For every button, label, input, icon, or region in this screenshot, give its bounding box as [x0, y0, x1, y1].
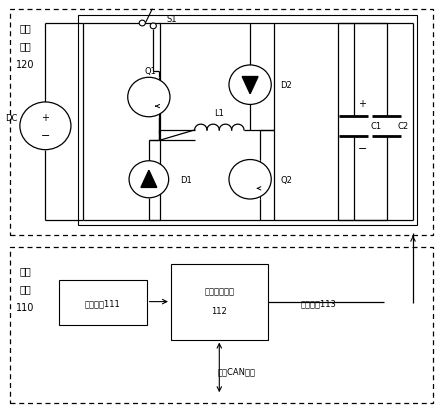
- Text: Q2: Q2: [280, 176, 292, 184]
- Text: +: +: [358, 99, 366, 109]
- Bar: [10, 247, 433, 404]
- Circle shape: [150, 24, 156, 30]
- Text: −: −: [41, 131, 50, 140]
- Text: 110: 110: [16, 302, 35, 312]
- Text: D1: D1: [180, 176, 191, 184]
- Text: −: −: [358, 144, 367, 154]
- Polygon shape: [242, 77, 258, 95]
- Circle shape: [139, 21, 145, 27]
- Text: Q1: Q1: [144, 66, 156, 76]
- Circle shape: [229, 66, 271, 105]
- Text: C2: C2: [397, 122, 409, 131]
- Text: +: +: [41, 112, 50, 123]
- Text: 120: 120: [16, 60, 35, 70]
- Circle shape: [129, 161, 169, 198]
- Text: DC: DC: [5, 114, 18, 123]
- Circle shape: [229, 160, 271, 199]
- Bar: [10, 9, 433, 235]
- Bar: [171, 264, 268, 340]
- Text: 外部CAN通信: 外部CAN通信: [218, 366, 256, 375]
- Text: 模块: 模块: [20, 284, 31, 294]
- Text: 模块: 模块: [20, 42, 31, 52]
- Bar: [58, 280, 147, 325]
- Text: L1: L1: [214, 109, 224, 118]
- Text: 功率: 功率: [20, 23, 31, 33]
- Text: C1: C1: [370, 122, 381, 131]
- Text: 采样电路111: 采样电路111: [85, 299, 120, 307]
- Polygon shape: [141, 171, 157, 188]
- Bar: [78, 16, 417, 225]
- Text: 数字控制芯片: 数字控制芯片: [204, 287, 234, 296]
- Circle shape: [128, 78, 170, 117]
- Text: 112: 112: [211, 306, 227, 316]
- Text: S1: S1: [167, 14, 177, 24]
- Text: 主控: 主控: [20, 265, 31, 275]
- Text: 驱动电路113: 驱动电路113: [300, 299, 336, 307]
- Text: D2: D2: [280, 81, 292, 90]
- Circle shape: [20, 103, 71, 150]
